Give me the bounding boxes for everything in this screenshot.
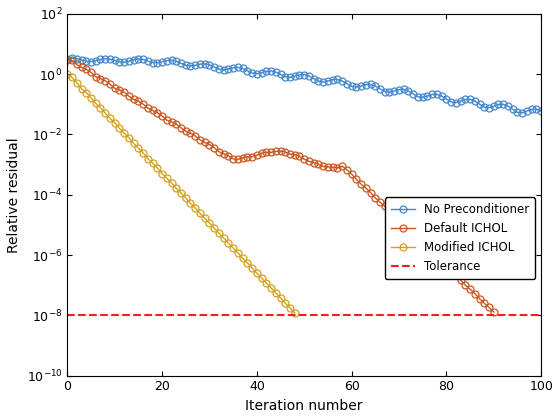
Default ICHOL	[64, 57, 71, 62]
No Preconditioner	[400, 87, 407, 92]
Default ICHOL	[348, 171, 355, 176]
X-axis label: Iteration number: Iteration number	[245, 399, 363, 413]
Default ICHOL	[282, 150, 288, 155]
Line: No Preconditioner: No Preconditioner	[64, 55, 544, 116]
Line: Default ICHOL: Default ICHOL	[64, 56, 497, 315]
Modified ICHOL	[183, 196, 189, 201]
No Preconditioner	[353, 85, 360, 90]
No Preconditioner	[519, 110, 525, 116]
Modified ICHOL	[64, 71, 71, 76]
Modified ICHOL	[97, 105, 104, 110]
No Preconditioner	[187, 63, 194, 68]
No Preconditioner	[102, 56, 109, 61]
Tolerance	[69, 313, 76, 318]
No Preconditioner	[538, 108, 544, 113]
Default ICHOL	[395, 218, 402, 223]
Default ICHOL	[183, 129, 189, 134]
Tolerance	[64, 313, 71, 318]
Legend: No Preconditioner, Default ICHOL, Modified ICHOL, Tolerance: No Preconditioner, Default ICHOL, Modifi…	[385, 197, 535, 279]
No Preconditioner	[69, 56, 76, 61]
Line: Modified ICHOL: Modified ICHOL	[64, 71, 298, 316]
Modified ICHOL	[282, 300, 288, 305]
Default ICHOL	[97, 76, 104, 81]
No Preconditioner	[64, 56, 71, 61]
No Preconditioner	[424, 94, 431, 99]
Default ICHOL	[419, 241, 426, 246]
Y-axis label: Relative residual: Relative residual	[7, 137, 21, 252]
No Preconditioner	[287, 75, 293, 80]
